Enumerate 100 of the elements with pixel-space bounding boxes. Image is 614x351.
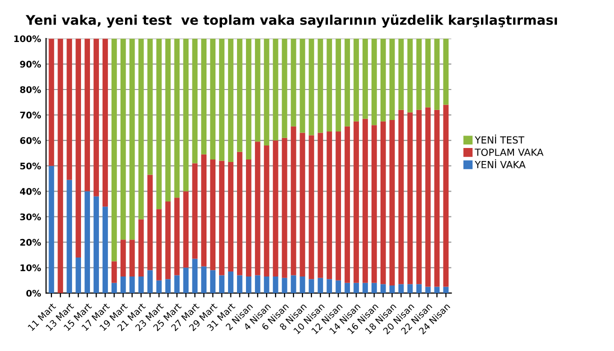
bar: [58, 38, 64, 294]
bar: [210, 159, 216, 270]
bar: [434, 38, 440, 110]
bar: [192, 258, 198, 294]
bar: [264, 276, 270, 294]
bar: [138, 276, 144, 294]
y-tick-label: 50%: [20, 162, 41, 170]
bar: [318, 278, 324, 294]
bar: [344, 38, 350, 126]
bar: [371, 38, 377, 126]
bar: [380, 284, 386, 294]
bar: [272, 140, 278, 277]
bar: [129, 276, 135, 294]
bar: [336, 280, 342, 294]
bar: [443, 286, 449, 294]
bar: [210, 38, 216, 160]
y-tick-label: 0%: [26, 290, 41, 297]
bar: [138, 219, 144, 277]
bar: [84, 191, 90, 294]
bar: [201, 266, 207, 294]
bar: [219, 38, 224, 161]
bar: [434, 286, 440, 294]
bar: [165, 201, 171, 280]
y-tick-label: 80%: [20, 86, 41, 94]
bar: [264, 38, 270, 146]
bar: [300, 276, 306, 294]
bar: [183, 268, 189, 294]
bar: [344, 126, 350, 283]
bar: [282, 278, 288, 294]
bar: [389, 285, 395, 294]
bar: [219, 275, 224, 294]
bar: [210, 270, 216, 294]
legend-label: TOPLAM VAKA: [474, 148, 544, 156]
bar: [336, 131, 342, 280]
bar: [290, 275, 296, 294]
bar: [112, 38, 117, 262]
bar: [272, 38, 278, 140]
y-tick-label: 30%: [20, 213, 41, 220]
bar: [354, 121, 359, 283]
bar: [156, 280, 162, 294]
bar: [344, 282, 350, 294]
legend-label: YENİ VAKA: [474, 159, 526, 168]
y-tick-label: 90%: [20, 60, 41, 68]
bar: [129, 240, 135, 277]
y-tick-label: 60%: [20, 137, 41, 144]
bar: [407, 112, 413, 284]
bar: [354, 38, 359, 122]
bar: [156, 209, 162, 280]
chart-title: Yeni vaka, yeni test ve toplam vaka sayılarının yüzdelik karşılaştırması: [26, 14, 557, 28]
bar: [290, 38, 296, 126]
bar: [308, 135, 314, 280]
bar: [282, 38, 288, 138]
bar: [66, 180, 72, 294]
bar: [237, 38, 242, 152]
bar: [246, 159, 252, 277]
bar: [102, 206, 108, 294]
bar: [380, 38, 386, 122]
bar: [326, 131, 332, 280]
bar: [228, 38, 234, 162]
bar: [94, 196, 99, 294]
bar: [398, 110, 404, 284]
bar: [264, 145, 270, 277]
bar: [318, 132, 324, 278]
bar: [76, 38, 82, 258]
bar: [254, 142, 260, 276]
bar: [326, 38, 332, 132]
legend-label: YENİ TEST: [474, 134, 524, 144]
bar: [228, 271, 234, 294]
bar: [407, 38, 413, 112]
bar: [254, 38, 260, 142]
bar: [425, 38, 431, 108]
bar: [120, 240, 126, 277]
bar: [192, 163, 198, 259]
bar: [362, 282, 368, 294]
bar: [308, 38, 314, 136]
bar: [246, 38, 252, 160]
bar: [398, 284, 404, 294]
bar: [443, 104, 449, 287]
bar: [237, 152, 242, 276]
bar: [66, 38, 72, 180]
bar: [380, 121, 386, 284]
bar: [246, 276, 252, 294]
bar: [201, 154, 207, 266]
bar: [112, 282, 117, 294]
bar: [443, 38, 449, 105]
bar: [192, 38, 198, 164]
bar: [290, 126, 296, 276]
bar: [165, 38, 171, 202]
bar: [183, 38, 189, 192]
bar: [282, 138, 288, 278]
y-tick-label: 40%: [20, 188, 41, 195]
bar: [362, 38, 368, 119]
bar: [174, 198, 180, 276]
bar: [272, 276, 278, 294]
bar: [371, 125, 377, 283]
bar: [94, 38, 99, 196]
bar: [336, 38, 342, 132]
bar: [48, 38, 54, 166]
bar: [147, 174, 153, 270]
bar: [371, 282, 377, 294]
